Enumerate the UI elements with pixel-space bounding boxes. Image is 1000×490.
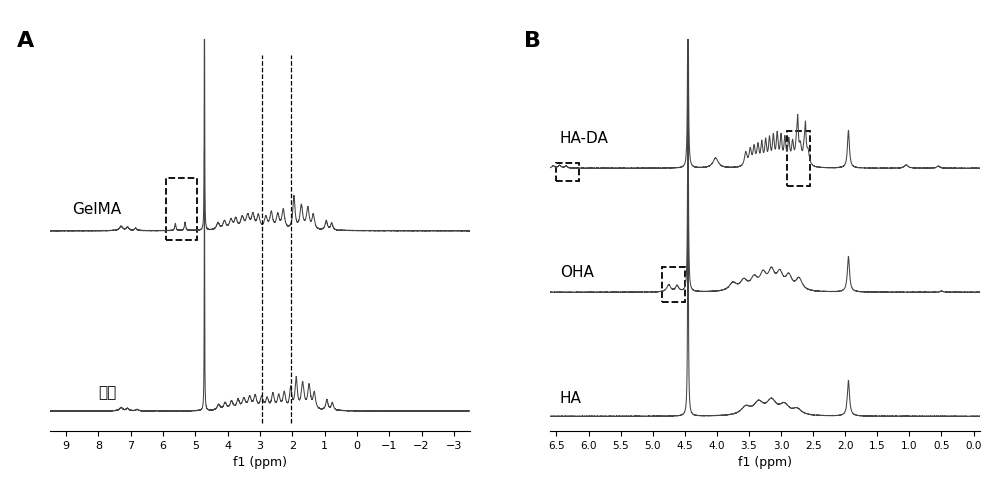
Text: HA: HA [560, 392, 582, 406]
Bar [662, 268, 685, 302]
Text: B: B [524, 31, 541, 51]
X-axis label: f1 (ppm): f1 (ppm) [233, 457, 287, 469]
Text: 明胶: 明胶 [98, 385, 117, 400]
Text: A: A [16, 31, 34, 51]
Bar [166, 178, 197, 240]
Text: GelMA: GelMA [73, 202, 122, 217]
X-axis label: f1 (ppm): f1 (ppm) [738, 457, 792, 469]
Text: OHA: OHA [560, 266, 594, 280]
Bar [787, 131, 810, 186]
Bar [556, 163, 579, 181]
Text: HA-DA: HA-DA [560, 131, 609, 147]
